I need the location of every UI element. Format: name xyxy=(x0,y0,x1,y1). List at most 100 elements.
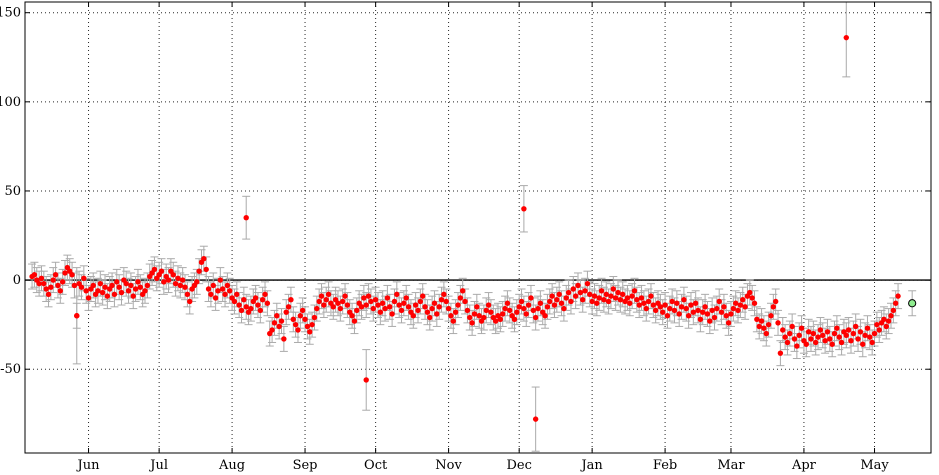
data-point xyxy=(812,339,819,346)
data-point xyxy=(860,341,866,347)
y-tick-label: 0 xyxy=(13,273,21,288)
data-point xyxy=(259,296,266,303)
data-point xyxy=(71,282,78,289)
data-point xyxy=(184,291,191,298)
data-point xyxy=(845,327,852,333)
data-point xyxy=(445,305,452,312)
data-point xyxy=(711,314,718,321)
data-point xyxy=(203,266,209,273)
x-tick-label: Oct xyxy=(364,458,388,473)
data-point xyxy=(412,302,419,308)
data-point xyxy=(598,288,605,294)
data-point xyxy=(547,298,553,305)
data-point xyxy=(676,311,682,317)
data-point xyxy=(201,255,207,262)
data-point xyxy=(377,309,384,315)
outlier-point xyxy=(521,206,527,212)
data-point xyxy=(652,307,659,314)
x-tick-label: Mar xyxy=(717,458,745,473)
data-point xyxy=(862,332,868,339)
data-point xyxy=(59,279,66,285)
data-point xyxy=(772,298,779,305)
data-point xyxy=(290,316,296,323)
data-point xyxy=(664,313,671,319)
data-point xyxy=(222,291,228,298)
data-point xyxy=(725,320,732,326)
data-point xyxy=(794,343,800,349)
outlier-point xyxy=(74,313,80,319)
data-point xyxy=(384,295,391,301)
data-point xyxy=(605,298,612,305)
data-point xyxy=(707,318,713,324)
data-point xyxy=(116,284,122,290)
data-point xyxy=(462,298,468,305)
data-point xyxy=(365,293,372,299)
data-point xyxy=(297,313,304,319)
data-point xyxy=(511,316,518,323)
outlier-point xyxy=(532,416,539,422)
data-point xyxy=(135,279,141,285)
y-tick-label: -50 xyxy=(0,362,21,377)
data-point xyxy=(829,341,835,347)
data-point xyxy=(730,305,737,312)
data-point xyxy=(525,302,532,308)
data-point xyxy=(243,304,249,310)
data-point xyxy=(238,307,245,314)
latest-point xyxy=(908,299,917,308)
data-point xyxy=(196,268,202,274)
data-point xyxy=(241,296,247,303)
data-point xyxy=(798,325,805,331)
data-point xyxy=(255,302,261,308)
data-point xyxy=(648,293,654,299)
data-point xyxy=(130,293,136,299)
data-point xyxy=(704,311,711,317)
data-point xyxy=(688,302,694,308)
data-point xyxy=(457,295,464,301)
data-point xyxy=(318,293,325,299)
data-point xyxy=(754,316,760,323)
data-point xyxy=(591,293,598,299)
data-point xyxy=(436,304,442,310)
data-point xyxy=(749,295,755,301)
data-point xyxy=(417,298,424,305)
grid xyxy=(25,2,931,453)
data-point xyxy=(777,350,784,356)
data-point xyxy=(394,291,400,298)
data-point xyxy=(758,318,765,324)
data-point xyxy=(518,298,525,305)
data-point xyxy=(485,302,492,308)
data-point xyxy=(224,282,231,289)
data-point xyxy=(617,296,624,303)
data-point xyxy=(843,332,849,339)
data-point xyxy=(281,336,287,342)
plot-frame xyxy=(24,1,932,454)
data-point xyxy=(544,304,551,310)
data-point xyxy=(514,309,520,315)
data-point xyxy=(627,300,633,306)
data-point xyxy=(434,311,440,317)
data-point xyxy=(41,280,47,287)
data-point xyxy=(634,296,640,303)
data-point xyxy=(276,323,282,330)
data-point xyxy=(888,313,894,319)
data-point xyxy=(292,321,299,328)
x-tick-label: Jan xyxy=(579,458,603,473)
data-point xyxy=(464,307,471,314)
data-point xyxy=(455,302,461,308)
data-point xyxy=(330,304,336,310)
data-point xyxy=(643,305,649,312)
data-point xyxy=(283,309,289,315)
data-points xyxy=(29,34,917,422)
data-point xyxy=(302,316,308,323)
data-point xyxy=(125,288,132,294)
data-point xyxy=(460,288,466,294)
data-point xyxy=(142,288,148,294)
data-point xyxy=(596,295,602,301)
data-point xyxy=(137,284,144,290)
data-point xyxy=(396,302,402,308)
data-point xyxy=(857,329,864,335)
data-point xyxy=(210,282,216,289)
data-point xyxy=(852,323,859,330)
data-point xyxy=(321,302,327,308)
